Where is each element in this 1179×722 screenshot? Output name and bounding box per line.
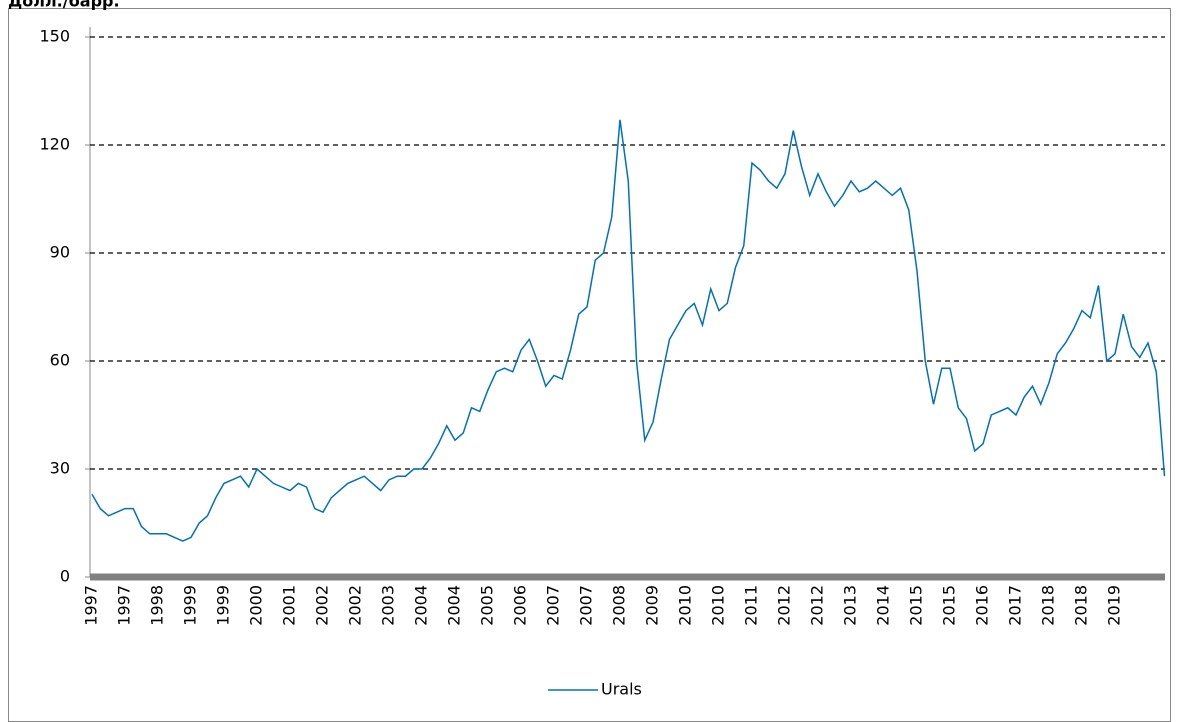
x-tick-label: 1999	[181, 585, 200, 626]
x-tick-label: 1997	[82, 585, 101, 626]
y-tick-label: 0	[60, 567, 70, 586]
x-tick-label: 2019	[1105, 585, 1124, 626]
x-tick-label: 2004	[412, 585, 431, 626]
y-tick-label: 150	[39, 27, 70, 46]
x-tick-label: 1998	[148, 585, 167, 626]
x-tick-label: 2018	[1039, 585, 1058, 626]
y-tick-label: 120	[39, 135, 70, 154]
x-tick-label: 2002	[313, 585, 332, 626]
x-tick-label: 2012	[808, 585, 827, 626]
x-tick-label: 2000	[247, 585, 266, 626]
x-tick-label: 2003	[379, 585, 398, 626]
y-tick-label: 30	[50, 459, 70, 478]
x-tick-label: 2015	[907, 585, 926, 626]
x-tick-label: 1997	[115, 585, 134, 626]
x-tick-label: 2009	[643, 585, 662, 626]
chart-title: Долл./барр.	[8, 0, 120, 11]
x-tick-label: 2005	[478, 585, 497, 626]
x-tick-label: 2010	[709, 585, 728, 626]
x-tick-label: 2016	[973, 585, 992, 626]
x-tick-label: 2008	[610, 585, 629, 626]
x-tick-label: 2013	[841, 585, 860, 626]
legend-label: Urals	[601, 680, 642, 699]
x-tick-label: 2011	[742, 585, 761, 626]
x-tick-label: 2007	[544, 585, 563, 626]
data-line	[91, 119, 1166, 542]
x-tick-label: 2015	[940, 585, 959, 626]
x-tick-label: 2002	[346, 585, 365, 626]
x-tick-label: 2012	[775, 585, 794, 626]
x-tick-label: 2001	[280, 585, 299, 626]
y-tick-label: 90	[50, 243, 70, 262]
x-tick-label: 2007	[577, 585, 596, 626]
x-tick-label: 2014	[874, 585, 893, 626]
x-tick-label: 2006	[511, 585, 530, 626]
y-tick-label: 60	[50, 351, 70, 370]
x-tick-label: 2018	[1072, 585, 1091, 626]
x-tick-label: 2017	[1006, 585, 1025, 626]
x-tick-label: 2004	[445, 585, 464, 626]
x-tick-label: 1999	[214, 585, 233, 626]
x-tick-label: 2010	[676, 585, 695, 626]
